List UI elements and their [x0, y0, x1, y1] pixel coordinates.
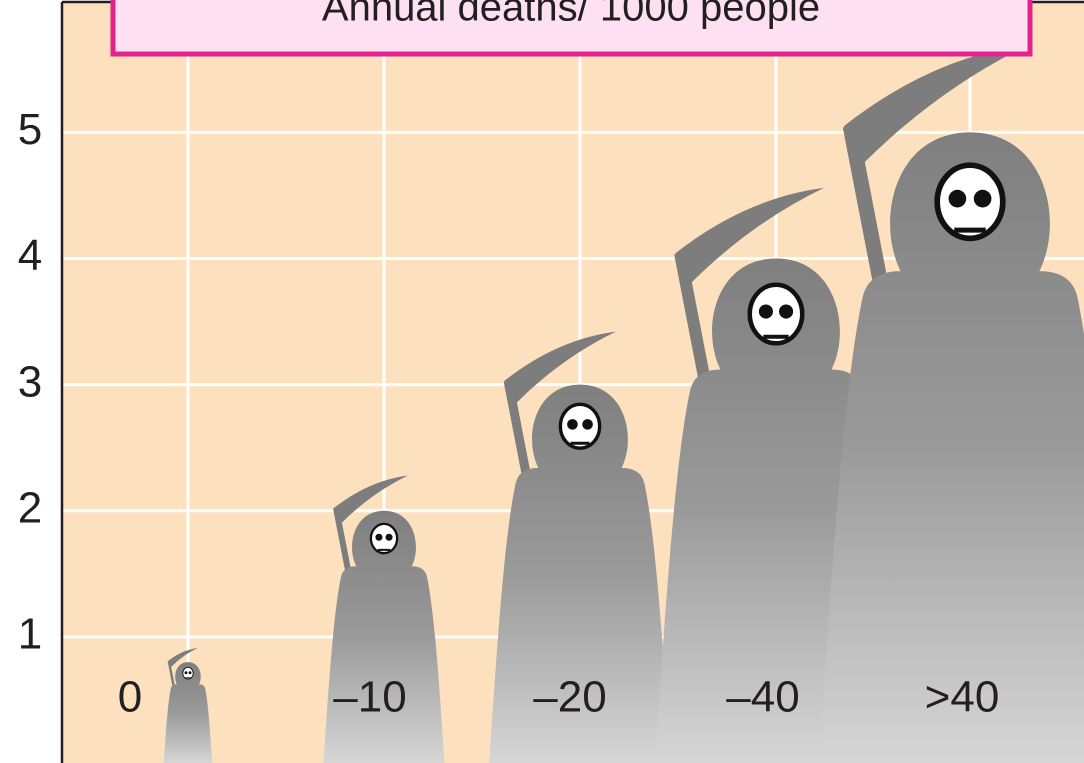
skull	[560, 404, 599, 448]
skull	[937, 165, 1003, 238]
skull	[183, 667, 193, 679]
skull	[371, 524, 397, 553]
category-label: –20	[533, 673, 606, 722]
category-label: >40	[925, 673, 1000, 722]
chart: Annual deaths/ 1000 people 1 2 3 4 5 0 –10 –20 –…	[0, 0, 1084, 763]
y-tick-label: 5	[18, 105, 42, 154]
skull-eye	[189, 671, 192, 674]
skull-eye	[567, 419, 578, 430]
category-label: –40	[726, 673, 799, 722]
skull	[750, 285, 802, 344]
skull-eye	[779, 304, 793, 318]
y-tick-label: 4	[18, 231, 42, 280]
skull-eye	[185, 671, 188, 674]
y-tick-label: 2	[18, 483, 42, 532]
category-label: 0	[118, 673, 142, 722]
skull-eye	[386, 534, 393, 541]
y-tick-label: 1	[18, 610, 42, 659]
chart-title: Annual deaths/ 1000 people	[322, 0, 820, 30]
skull-eye	[974, 190, 992, 208]
category-label: –10	[333, 673, 406, 722]
skull-eye	[375, 534, 382, 541]
skull-eye	[949, 190, 967, 208]
y-tick-label: 3	[18, 357, 42, 406]
skull-eye	[759, 304, 773, 318]
skull-eye	[582, 419, 593, 430]
